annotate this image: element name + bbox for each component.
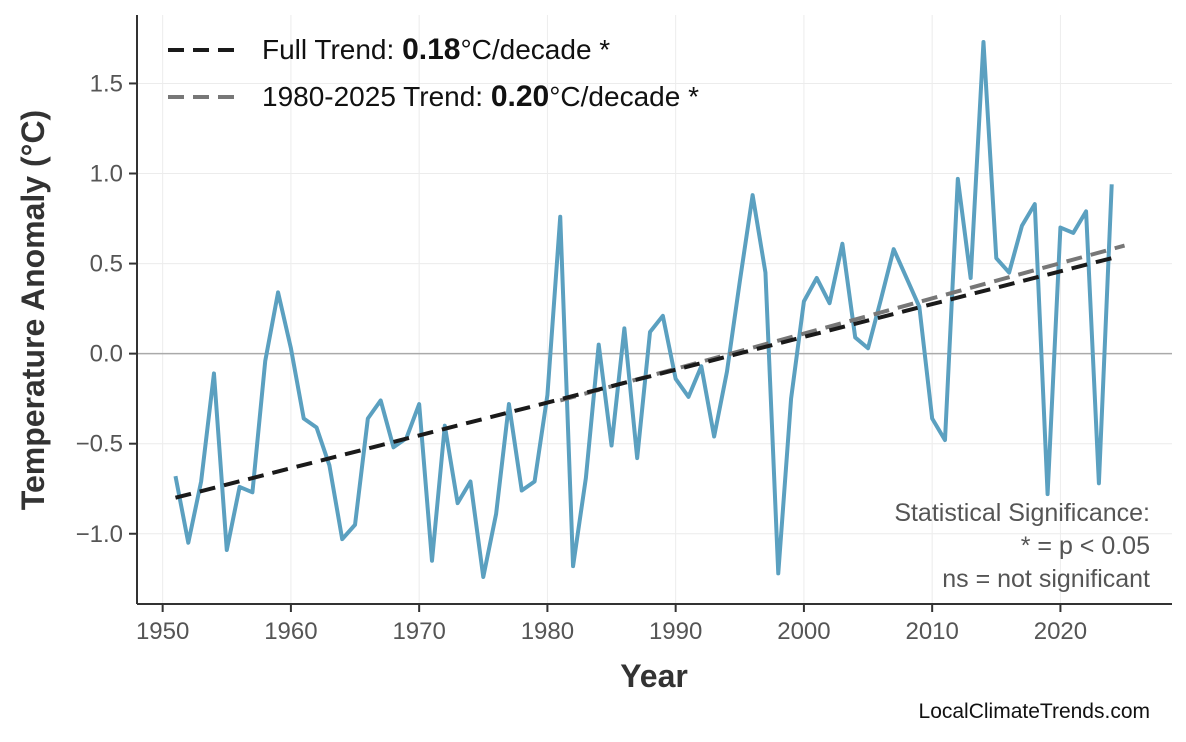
x-tick-label: 1950 xyxy=(136,618,189,645)
x-tick-label: 1990 xyxy=(649,618,702,645)
y-axis-label: Temperature Anomaly (°C) xyxy=(15,110,51,510)
series-lines xyxy=(173,40,1126,579)
legend-label-suffix: °C/decade * xyxy=(549,81,699,112)
y-tick-label: 1.0 xyxy=(90,161,123,188)
x-axis-ticks: 1950 1960 1970 1980 1990 2000 2010 2020 xyxy=(136,604,1087,645)
x-tick-label: 2020 xyxy=(1034,618,1087,645)
legend-label: Full Trend: 0.18°C/decade * xyxy=(262,33,610,66)
legend-trend-value: 0.18 xyxy=(402,33,460,66)
annotation-line: * = p < 0.05 xyxy=(1021,532,1150,560)
x-tick-label: 1970 xyxy=(392,618,445,645)
credit-text: LocalClimateTrends.com xyxy=(919,700,1150,723)
anomaly-series-line xyxy=(173,40,1114,579)
y-tick-label: 1.5 xyxy=(90,70,123,97)
trend-line xyxy=(559,243,1126,403)
trend-line xyxy=(174,256,1113,500)
y-tick-label: 0.5 xyxy=(90,251,123,278)
y-tick-label: −1.0 xyxy=(76,521,123,548)
legend-trend-value: 0.20 xyxy=(491,80,549,113)
annotation-line: ns = not significant xyxy=(942,565,1150,593)
annotation-line: Statistical Significance: xyxy=(894,499,1150,527)
y-tick-label: −0.5 xyxy=(76,431,123,458)
y-tick-label: 0.0 xyxy=(90,341,123,368)
legend-label-suffix: °C/decade * xyxy=(460,34,610,65)
x-axis-label: Year xyxy=(620,658,688,694)
x-tick-label: 1960 xyxy=(264,618,317,645)
legend: Full Trend: 0.18°C/decade *1980-2025 Tre… xyxy=(168,33,699,113)
y-axis-ticks: −1.0 −0.5 0.0 0.5 1.0 1.5 xyxy=(76,70,137,548)
significance-annotation: Statistical Significance: * = p < 0.05 n… xyxy=(894,499,1150,593)
x-tick-label: 2000 xyxy=(777,618,830,645)
legend-label: 1980-2025 Trend: 0.20°C/decade * xyxy=(262,80,699,113)
x-tick-label: 1980 xyxy=(521,618,574,645)
legend-label-prefix: 1980-2025 Trend: xyxy=(262,81,491,112)
x-tick-label: 2010 xyxy=(905,618,958,645)
legend-label-prefix: Full Trend: xyxy=(262,34,402,65)
